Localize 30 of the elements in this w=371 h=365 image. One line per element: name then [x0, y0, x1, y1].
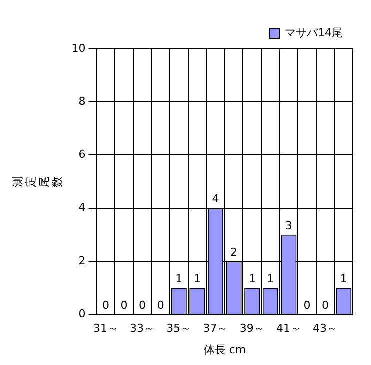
data-label: 4	[212, 192, 220, 206]
x-tick-label: 35～	[166, 322, 192, 336]
data-label: 1	[248, 272, 256, 286]
y-tick-label: 10	[72, 42, 86, 55]
x-tick-label: 39～	[240, 322, 265, 336]
x-tick-label: 41～	[276, 322, 302, 336]
data-label: 1	[194, 272, 201, 286]
data-label: 3	[285, 219, 292, 232]
data-label: 0	[102, 298, 110, 312]
data-label: 0	[304, 298, 311, 312]
x-tick-label: 43～	[313, 322, 338, 336]
x-tick-label: 33～	[130, 322, 156, 336]
data-label: 1	[176, 272, 183, 286]
data-label: 1	[340, 272, 348, 286]
legend-label: マサバ14尾	[285, 26, 344, 40]
y-tick-label: 2	[78, 254, 86, 268]
data-label: 1	[267, 272, 274, 286]
x-tick-label: 31～	[93, 322, 118, 336]
x-axis-title: 体長 cm	[204, 343, 246, 356]
y-tick-label: 0	[78, 307, 86, 320]
x-tick-label: 37～	[203, 322, 228, 336]
data-label: 0	[120, 298, 128, 312]
y-tick-label: 8	[78, 94, 86, 108]
data-label: 0	[157, 298, 164, 312]
data-label: 2	[230, 246, 238, 259]
data-label: 0	[139, 298, 146, 312]
y-tick-label: 6	[78, 148, 86, 162]
data-label: 0	[322, 298, 330, 312]
y-axis-title: 測定尾数	[11, 176, 64, 188]
y-tick-label: 4	[78, 201, 86, 214]
